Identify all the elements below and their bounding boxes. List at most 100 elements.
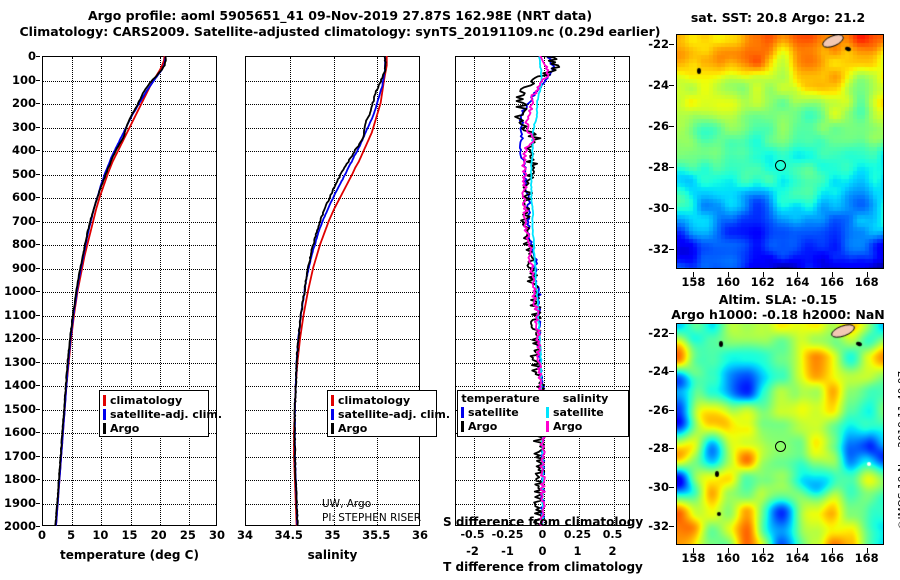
legend-item: Argo	[458, 419, 543, 433]
legend-item: satellite	[543, 405, 628, 419]
salinity-axis-label: salinity	[307, 548, 358, 562]
temperature-curves	[42, 56, 217, 526]
gridline-horizontal	[246, 315, 419, 317]
axis-tick-label: -1	[501, 544, 514, 558]
sst-map-lon-ticks: 158 160 162 164 166 168	[676, 272, 884, 289]
depth-tick-label: 1800	[3, 472, 36, 486]
gridline-horizontal	[246, 503, 419, 505]
gridline-horizontal	[43, 480, 216, 481]
map-lon-tick-mark	[728, 548, 729, 553]
map-lon-tick-mark	[832, 548, 833, 553]
axis-tick-label: 35.5	[362, 528, 391, 542]
depth-tick-mark	[36, 220, 40, 222]
legend-item: climatology	[100, 393, 208, 407]
gridline-vertical	[289, 57, 291, 525]
depth-tick-mark	[36, 291, 40, 292]
sst-map-lat-ticks: -22 -24 -26 -28 -30 -32	[646, 34, 674, 269]
depth-tick-mark	[36, 79, 40, 81]
map-lon-tick-label: 166	[819, 275, 845, 289]
depth-tick-mark	[36, 150, 40, 151]
axis-tick-label: 1	[573, 544, 582, 558]
sst-map-title: sat. SST: 20.8 Argo: 21.2	[690, 10, 866, 25]
gridline-horizontal	[43, 80, 216, 82]
map-lat-tick-label: -24	[648, 78, 669, 93]
axis-tick-label: 2	[608, 544, 617, 558]
map-lon-tick-mark	[866, 548, 868, 553]
gridline-horizontal	[456, 127, 629, 129]
depth-tick-label: 600	[11, 190, 36, 204]
gridline-horizontal	[246, 80, 419, 82]
map-lon-tick-label: 160	[715, 275, 741, 289]
axis-tick-label: 10	[92, 528, 109, 542]
legend-item: satellite	[458, 405, 543, 419]
legend-item: Argo	[100, 421, 208, 435]
map-lat-tick-label: -26	[648, 118, 669, 133]
axis-tick-label: 34.5	[274, 528, 303, 542]
depth-tick-label: 2000	[3, 519, 36, 533]
salinity-curves	[245, 56, 420, 526]
gridline-horizontal	[456, 245, 629, 246]
credit-institution: UW, Argo	[322, 498, 372, 510]
legend-label: Argo	[553, 419, 583, 433]
gridline-horizontal	[456, 315, 629, 317]
map-lon-tick-label: 164	[785, 551, 810, 565]
map-lon-tick-mark	[866, 272, 868, 277]
temperature-legend: climatology satellite-adj. clim. Argo	[99, 390, 222, 437]
gridline-horizontal	[43, 315, 216, 317]
depth-tick-mark	[36, 173, 40, 175]
map-lon-tick-mark	[762, 272, 764, 277]
map-lon-tick-label: 168	[854, 275, 879, 289]
gridline-horizontal	[43, 292, 216, 293]
gridline-horizontal	[43, 174, 216, 176]
map-lon-tick-label: 162	[750, 551, 775, 565]
map-lat-tick-label: -28	[648, 159, 669, 174]
map-lat-tick-mark	[669, 448, 674, 450]
map-lat-tick-mark	[669, 409, 674, 411]
legend-label: satellite	[553, 405, 604, 419]
sst-map[interactable]	[676, 34, 884, 269]
map-lon-tick-mark	[693, 272, 695, 277]
plot-title-line2: Climatology: CARS2009. Satellite-adjuste…	[19, 24, 661, 39]
depth-tick-label: 100	[11, 72, 36, 87]
legend-item: satellite-adj. clim.	[100, 407, 222, 421]
salinity-argo-color-swatch	[546, 420, 549, 432]
axis-tick-label: 35	[324, 528, 341, 542]
map-lat-tick-mark	[669, 487, 674, 489]
map-lat-tick-mark	[669, 85, 674, 87]
map-lat-tick-label: -30	[648, 200, 669, 215]
legend-label: Argo	[110, 421, 140, 435]
gridline-horizontal	[43, 362, 216, 364]
depth-tick-label: 200	[11, 96, 36, 110]
float-position-marker[interactable]	[775, 441, 787, 453]
map-lat-tick-mark	[669, 44, 674, 46]
legend-label: climatology	[110, 393, 183, 407]
map-lat-tick-mark	[669, 332, 674, 334]
t-difference-xticks: -2 -1 0 1 2	[455, 544, 630, 558]
depth-tick-mark	[36, 526, 40, 527]
depth-tick-label: 1600	[3, 425, 36, 439]
sla-map-title-line1: Altim. SLA: -0.15	[718, 292, 838, 307]
gridline-horizontal	[43, 339, 216, 340]
legend-header-salinity: salinity	[562, 392, 609, 405]
axis-tick-label: -0.25	[491, 528, 524, 541]
axis-tick-label: 25	[179, 528, 196, 542]
gridline-vertical	[101, 57, 103, 525]
depth-tick-label: 1000	[3, 284, 36, 298]
salinity-legend: climatology satellite-adj. clim. Argo	[327, 390, 450, 437]
gridline-vertical	[377, 57, 379, 525]
depth-tick-mark	[36, 432, 40, 433]
depth-tick-mark	[36, 502, 40, 504]
axis-tick-label: 5	[67, 528, 76, 542]
depth-tick-mark	[36, 267, 40, 269]
map-lon-tick-label: 158	[681, 275, 706, 289]
axis-tick-label: 0	[538, 544, 547, 558]
gridline-horizontal	[246, 127, 419, 129]
depth-tick-mark	[36, 479, 40, 480]
sla-map[interactable]	[676, 323, 884, 545]
gridline-horizontal	[246, 245, 419, 246]
legend-label: satellite-adj. clim.	[338, 407, 451, 421]
float-position-marker[interactable]	[775, 159, 787, 171]
gridline-horizontal	[246, 480, 419, 481]
gridline-vertical	[543, 57, 545, 525]
gridline-horizontal	[246, 221, 419, 223]
